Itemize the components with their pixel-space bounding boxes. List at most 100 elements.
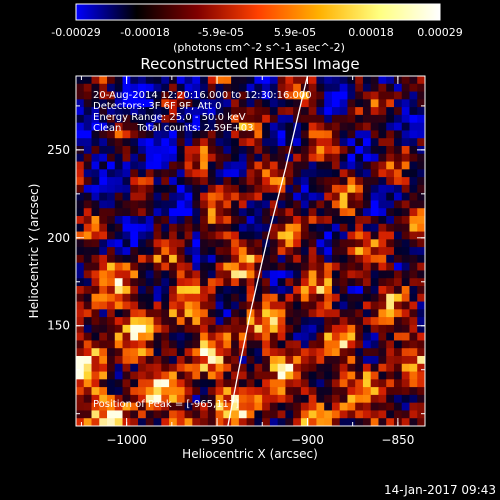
heatmap-cell	[130, 387, 139, 396]
heatmap-cell	[176, 153, 186, 163]
heatmap-cell	[355, 278, 364, 287]
heatmap-cell	[386, 231, 395, 240]
heatmap-cell	[169, 278, 178, 287]
heatmap-cell	[370, 340, 379, 349]
heatmap-cell	[238, 107, 248, 116]
heatmap-cell	[269, 278, 279, 287]
heatmap-cell	[401, 200, 410, 209]
heatmap-cell	[331, 348, 341, 357]
heatmap-cell	[339, 208, 348, 217]
heatmap-cell	[161, 231, 170, 240]
heatmap-cell	[285, 363, 294, 373]
heatmap-cell	[324, 270, 333, 279]
heatmap-cell	[122, 107, 131, 116]
heatmap-cell	[83, 177, 93, 186]
heatmap-cell	[176, 192, 186, 201]
heatmap-cell	[393, 146, 403, 155]
heatmap-cell	[231, 153, 240, 163]
heatmap-cell	[277, 262, 286, 271]
heatmap-cell	[76, 122, 85, 131]
heatmap-cell	[324, 324, 333, 334]
heatmap-cell	[339, 107, 348, 116]
heatmap-cell	[293, 363, 302, 373]
heatmap-cell	[254, 107, 263, 116]
heatmap-cell	[347, 161, 356, 170]
heatmap-cell	[401, 107, 410, 116]
heatmap-cell	[122, 138, 131, 147]
heatmap-cell	[277, 239, 286, 248]
heatmap-cell	[231, 418, 240, 426]
heatmap-cell	[285, 169, 294, 178]
heatmap-cell	[169, 324, 178, 334]
heatmap-cell	[207, 130, 217, 139]
heatmap-cell	[401, 231, 410, 240]
heatmap-cell	[316, 418, 325, 426]
heatmap-cell	[130, 83, 139, 93]
heatmap-image	[76, 76, 425, 426]
heatmap-cell	[99, 262, 108, 271]
heatmap-cell	[401, 418, 410, 426]
heatmap-cell	[138, 332, 147, 341]
heatmap-cell	[401, 309, 410, 318]
heatmap-cell	[153, 356, 162, 365]
heatmap-cell	[277, 146, 286, 155]
heatmap-cell	[262, 309, 271, 318]
heatmap-cell	[246, 169, 255, 178]
heatmap-cell	[386, 122, 395, 131]
heatmap-cell	[99, 394, 108, 404]
heatmap-cell	[130, 309, 139, 318]
heatmap-cell	[316, 146, 325, 155]
heatmap-cell	[254, 200, 263, 209]
heatmap-cell	[393, 363, 403, 373]
heatmap-cell	[370, 247, 379, 256]
heatmap-cell	[300, 286, 310, 295]
heatmap-cell	[370, 278, 379, 287]
heatmap-cell	[83, 379, 93, 388]
heatmap-cell	[83, 91, 93, 100]
heatmap-cell	[184, 76, 193, 85]
heatmap-cell	[300, 177, 310, 186]
heatmap-cell	[107, 410, 116, 419]
heatmap-cell	[238, 114, 248, 124]
heatmap-cell	[184, 223, 193, 233]
heatmap-cell	[393, 153, 403, 163]
heatmap-cell	[370, 177, 379, 186]
heatmap-cell	[254, 184, 263, 194]
heatmap-cell	[355, 293, 364, 303]
heatmap-cell	[393, 200, 403, 209]
heatmap-cell	[269, 107, 279, 116]
heatmap-cell	[269, 254, 279, 264]
heatmap-cell	[378, 130, 387, 139]
heatmap-cell	[122, 371, 131, 380]
heatmap-cell	[91, 200, 100, 209]
heatmap-cell	[83, 216, 93, 225]
heatmap-cell	[161, 76, 170, 85]
heatmap-cell	[316, 332, 325, 341]
heatmap-cell	[293, 130, 302, 139]
heatmap-cell	[254, 293, 263, 303]
heatmap-cell	[269, 184, 279, 194]
heatmap-cell	[308, 122, 317, 131]
heatmap-cell	[417, 130, 425, 139]
heatmap-cell	[176, 247, 186, 256]
heatmap-cell	[114, 223, 124, 233]
heatmap-cell	[161, 293, 170, 303]
heatmap-cell	[223, 223, 232, 233]
heatmap-cell	[130, 184, 139, 194]
heatmap-cell	[316, 371, 325, 380]
heatmap-cell	[176, 99, 186, 108]
heatmap-cell	[417, 200, 425, 209]
heatmap-cell	[277, 208, 286, 217]
heatmap-cell	[153, 371, 162, 380]
heatmap-cell	[293, 177, 302, 186]
heatmap-cell	[262, 379, 271, 388]
heatmap-cell	[207, 216, 217, 225]
heatmap-cell	[324, 247, 333, 256]
heatmap-cell	[91, 418, 100, 426]
heatmap-cell	[293, 301, 302, 310]
heatmap-cell	[316, 130, 325, 139]
heatmap-cell	[91, 91, 100, 100]
heatmap-cell	[300, 394, 310, 404]
heatmap-cell	[339, 270, 348, 279]
heatmap-cell	[238, 402, 248, 411]
